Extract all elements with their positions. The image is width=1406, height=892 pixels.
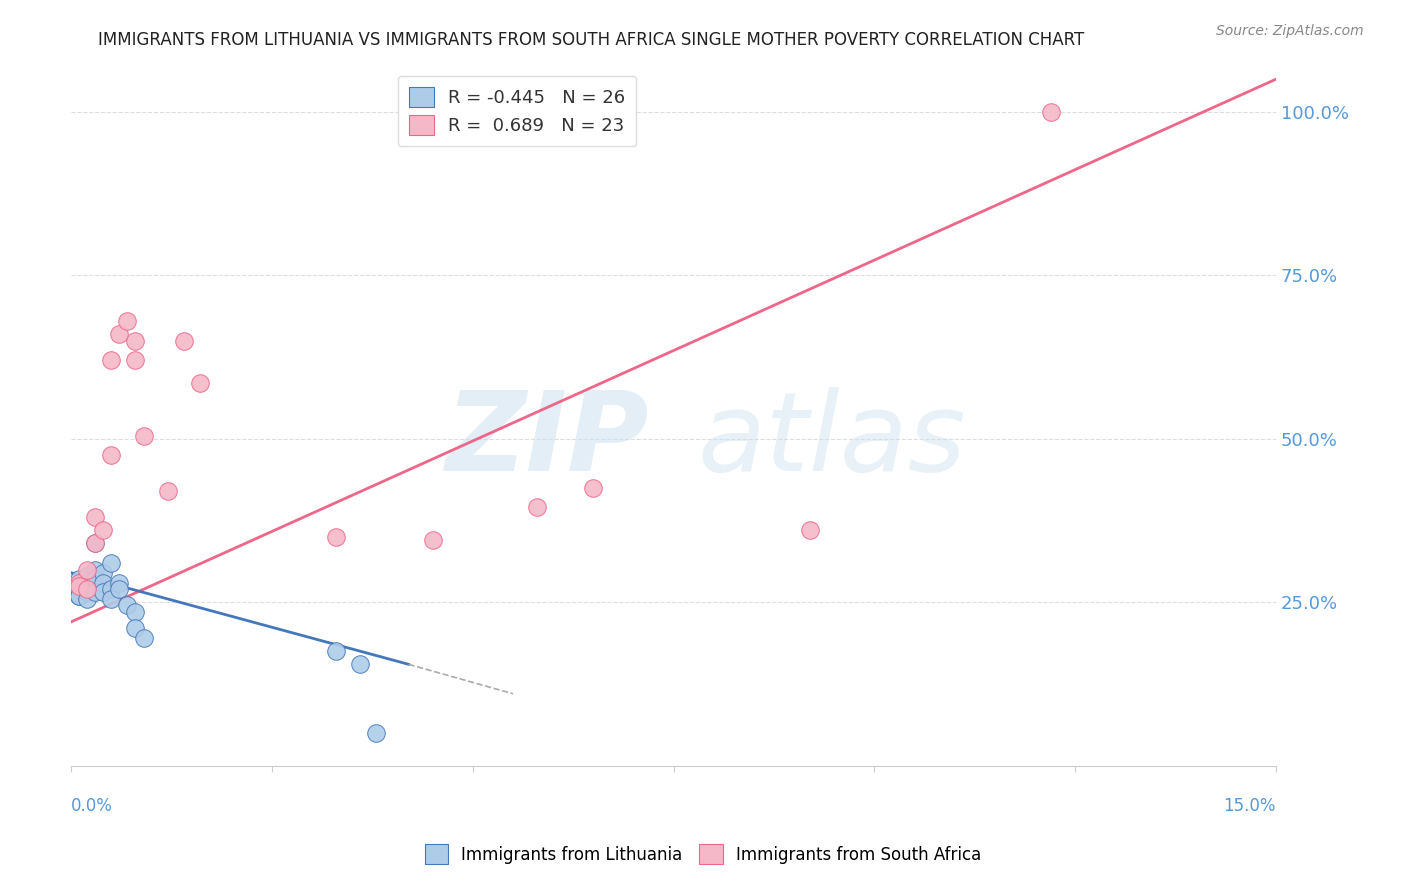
Point	[582, 481, 605, 495]
Point	[325, 530, 347, 544]
Point	[76, 585, 98, 599]
Point	[366, 726, 388, 740]
Text: 0.0%: 0.0%	[72, 797, 112, 815]
Point	[67, 582, 90, 596]
Point	[93, 524, 115, 538]
Point	[76, 562, 98, 576]
Point	[84, 510, 107, 524]
Point	[526, 500, 548, 515]
Point	[132, 428, 155, 442]
Point	[188, 376, 211, 391]
Point	[67, 589, 90, 603]
Point	[76, 591, 98, 606]
Point	[93, 566, 115, 580]
Point	[117, 599, 139, 613]
Point	[84, 562, 107, 576]
Point	[117, 314, 139, 328]
Point	[76, 582, 98, 596]
Point	[84, 536, 107, 550]
Point	[100, 448, 122, 462]
Point	[124, 334, 146, 348]
Point	[108, 575, 131, 590]
Point	[67, 575, 90, 590]
Point	[67, 589, 90, 603]
Point	[84, 536, 107, 550]
Text: 15.0%: 15.0%	[1223, 797, 1277, 815]
Point	[173, 334, 195, 348]
Point	[156, 484, 179, 499]
Point	[100, 591, 122, 606]
Text: Source: ZipAtlas.com: Source: ZipAtlas.com	[1216, 24, 1364, 38]
Point	[1040, 104, 1063, 119]
Text: atlas: atlas	[697, 387, 966, 494]
Point	[84, 572, 107, 586]
Point	[67, 572, 90, 586]
Point	[124, 605, 146, 619]
Point	[132, 631, 155, 645]
Point	[124, 621, 146, 635]
Point	[93, 575, 115, 590]
Point	[100, 582, 122, 596]
Point	[108, 327, 131, 342]
Point	[93, 585, 115, 599]
Point	[108, 582, 131, 596]
Legend: R = -0.445   N = 26, R =  0.689   N = 23: R = -0.445 N = 26, R = 0.689 N = 23	[398, 76, 637, 146]
Point	[124, 353, 146, 368]
Point	[422, 533, 444, 548]
Point	[67, 579, 90, 593]
Point	[100, 556, 122, 570]
Point	[76, 569, 98, 583]
Text: ZIP: ZIP	[446, 387, 650, 494]
Text: IMMIGRANTS FROM LITHUANIA VS IMMIGRANTS FROM SOUTH AFRICA SINGLE MOTHER POVERTY : IMMIGRANTS FROM LITHUANIA VS IMMIGRANTS …	[98, 31, 1084, 49]
Point	[100, 353, 122, 368]
Point	[84, 585, 107, 599]
Point	[349, 657, 371, 672]
Point	[799, 524, 821, 538]
Legend: Immigrants from Lithuania, Immigrants from South Africa: Immigrants from Lithuania, Immigrants fr…	[418, 838, 988, 871]
Point	[325, 644, 347, 658]
